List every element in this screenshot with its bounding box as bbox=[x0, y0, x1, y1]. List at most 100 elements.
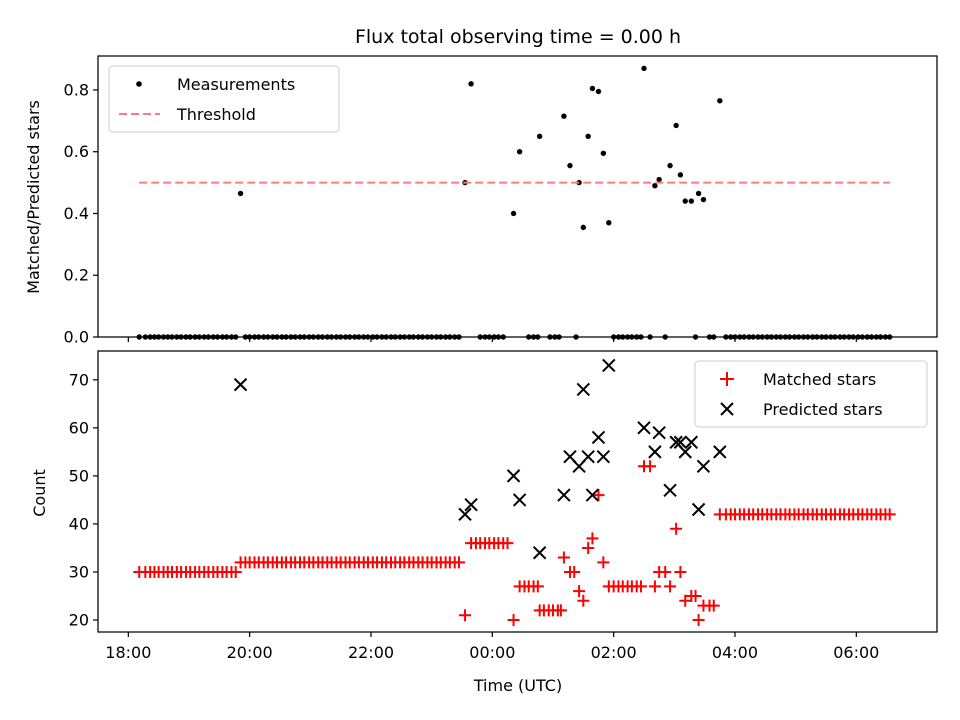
measurement-point bbox=[468, 81, 474, 87]
ratio-panel: 0.00.20.40.60.8 Matched/Predicted stars … bbox=[24, 55, 938, 347]
legend-measurements-icon bbox=[136, 81, 142, 87]
matched-stars-point bbox=[707, 599, 720, 612]
measurement-point bbox=[656, 176, 662, 183]
matched-stars-point bbox=[573, 585, 586, 598]
predicted-stars-point bbox=[464, 498, 478, 512]
count-axis-ticks: 18:00 20:00 22:00 00:00 02:00 04:00 06:00 20 30 4… bbox=[69, 370, 880, 662]
matched-stars-point bbox=[674, 565, 687, 578]
matched-stars-point bbox=[648, 580, 661, 593]
measurement-point bbox=[585, 133, 591, 139]
legend-threshold-label: Threshold bbox=[176, 105, 256, 124]
predicted-stars-point bbox=[591, 430, 606, 445]
ratio-legend: Measurements Threshold bbox=[108, 65, 340, 133]
matched-stars-point bbox=[531, 580, 544, 593]
predicted-stars-point bbox=[673, 435, 688, 449]
matched-stars-point bbox=[670, 522, 683, 535]
predicted-stars-point bbox=[648, 445, 662, 459]
predicted-stars-point bbox=[602, 358, 616, 373]
predicted-stars-point bbox=[532, 546, 547, 560]
count-x-tick-label: 02:00 bbox=[591, 643, 637, 662]
legend-matched-label: Matched stars bbox=[763, 370, 876, 389]
matched-stars-point bbox=[597, 556, 610, 569]
count-x-tick-label: 06:00 bbox=[833, 643, 879, 662]
count-y-tick-label: 50 bbox=[69, 466, 89, 485]
legend-matched-icon bbox=[720, 372, 734, 386]
measurement-point bbox=[641, 65, 647, 72]
matched-stars-point bbox=[664, 580, 677, 593]
matched-stars-point bbox=[692, 613, 705, 626]
matched-stars-point bbox=[507, 613, 520, 626]
matched-stars-point bbox=[679, 594, 692, 607]
predicted-stars-point bbox=[637, 421, 651, 435]
measurement-point bbox=[600, 150, 607, 156]
x-axis-label: Time (UTC) bbox=[473, 676, 562, 695]
matched-stars-point bbox=[582, 541, 595, 554]
predicted-stars-point bbox=[585, 488, 600, 502]
measurement-point bbox=[595, 88, 602, 95]
matched-stars-point bbox=[459, 609, 472, 622]
matched-stars-point bbox=[452, 556, 465, 569]
measurement-point bbox=[536, 133, 543, 139]
legend-predicted-icon bbox=[720, 402, 734, 416]
count-y-tick-label: 40 bbox=[69, 514, 89, 533]
measurement-point bbox=[580, 224, 587, 231]
predicted-stars-point bbox=[663, 483, 677, 498]
ratio-axis-ticks: 0.0 0.2 0.4 0.6 0.8 bbox=[64, 80, 857, 347]
predicted-stars-point bbox=[652, 425, 666, 440]
measurement-point bbox=[682, 198, 688, 204]
predicted-stars-point bbox=[233, 377, 248, 392]
count-y-tick-label: 70 bbox=[69, 370, 89, 389]
predicted-stars-point bbox=[713, 445, 727, 459]
matched-stars-point bbox=[568, 565, 581, 578]
predicted-stars-point bbox=[596, 449, 611, 464]
measurement-point bbox=[700, 196, 707, 203]
measurement-point bbox=[688, 198, 695, 204]
predicted-stars-point bbox=[696, 459, 711, 473]
ratio-legend-box bbox=[108, 65, 340, 133]
count-x-tick-label: 20:00 bbox=[227, 643, 273, 662]
count-legend: Matched stars Predicted stars bbox=[694, 360, 928, 428]
matched-stars-point bbox=[501, 537, 514, 550]
measurement-point bbox=[510, 210, 517, 217]
measurement-point bbox=[673, 122, 679, 129]
matched-stars-point bbox=[229, 565, 242, 578]
ratio-y-tick-label: 0.6 bbox=[64, 142, 89, 161]
matched-stars-point bbox=[592, 489, 605, 502]
predicted-stars-point bbox=[581, 449, 595, 464]
measurement-point bbox=[667, 162, 673, 169]
measurement-point bbox=[695, 190, 702, 197]
matched-stars-point bbox=[634, 580, 647, 593]
count-x-tick-label: 04:00 bbox=[712, 643, 758, 662]
matched-stars-point bbox=[644, 460, 657, 473]
matched-stars-point bbox=[557, 551, 570, 564]
count-y-tick-label: 20 bbox=[69, 610, 89, 629]
ratio-y-tick-label: 0.0 bbox=[64, 328, 89, 347]
predicted-stars-point bbox=[576, 382, 591, 397]
ratio-axes-frame bbox=[97, 55, 938, 338]
matched-stars-point bbox=[577, 594, 590, 607]
ratio-y-tick-label: 0.2 bbox=[64, 266, 89, 285]
count-y-tick-label: 60 bbox=[69, 418, 89, 437]
count-x-tick-label: 18:00 bbox=[105, 643, 151, 662]
legend-measurements-label: Measurements bbox=[177, 75, 295, 94]
count-x-tick-label: 00:00 bbox=[469, 643, 515, 662]
matched-stars-point bbox=[659, 565, 672, 578]
measurement-point bbox=[717, 98, 723, 104]
predicted-stars-point bbox=[684, 435, 699, 449]
measurement-point bbox=[561, 113, 567, 119]
count-y-axis-label: Count bbox=[30, 469, 49, 517]
measurement-point bbox=[589, 85, 596, 92]
measurement-point bbox=[567, 162, 573, 169]
predicted-stars-point bbox=[506, 469, 521, 483]
measurement-point bbox=[237, 190, 244, 197]
count-y-tick-label: 30 bbox=[69, 562, 89, 581]
predicted-stars-point bbox=[557, 488, 571, 502]
predicted-stars-point bbox=[691, 502, 706, 517]
count-x-tick-label: 22:00 bbox=[348, 643, 394, 662]
measurement-point bbox=[516, 149, 523, 155]
count-panel: 18:00 20:00 22:00 00:00 02:00 04:00 06:00 20 30 4… bbox=[30, 350, 938, 695]
legend-predicted-label: Predicted stars bbox=[763, 400, 883, 419]
matched-stars-point bbox=[689, 589, 702, 602]
matched-stars-point bbox=[554, 604, 567, 617]
